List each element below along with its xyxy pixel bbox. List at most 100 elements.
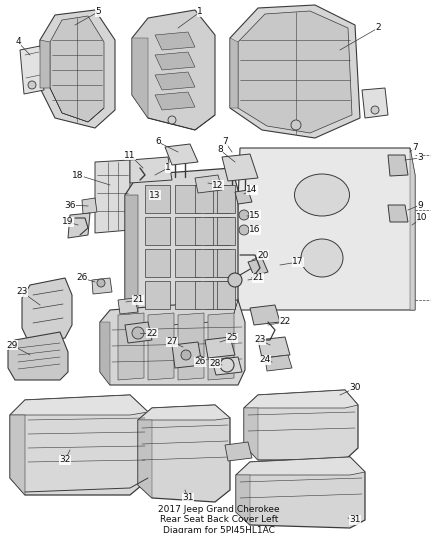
Circle shape <box>168 116 176 124</box>
Polygon shape <box>195 185 213 213</box>
Polygon shape <box>132 10 215 130</box>
Polygon shape <box>388 155 408 176</box>
Ellipse shape <box>301 239 343 277</box>
Polygon shape <box>244 408 258 460</box>
Polygon shape <box>138 300 238 328</box>
Text: 10: 10 <box>416 214 428 222</box>
Polygon shape <box>195 175 222 193</box>
Text: 18: 18 <box>72 171 84 180</box>
Text: 19: 19 <box>62 217 74 227</box>
Text: 11: 11 <box>124 150 136 159</box>
Text: 36: 36 <box>64 200 76 209</box>
Polygon shape <box>230 38 238 108</box>
Polygon shape <box>20 46 44 94</box>
Polygon shape <box>172 342 202 368</box>
Circle shape <box>97 279 105 287</box>
Text: 31: 31 <box>182 494 194 503</box>
Circle shape <box>239 210 249 220</box>
Polygon shape <box>248 258 268 276</box>
Text: 30: 30 <box>349 384 361 392</box>
Text: 16: 16 <box>249 225 261 235</box>
Text: 6: 6 <box>155 138 161 147</box>
Ellipse shape <box>294 174 350 216</box>
Polygon shape <box>195 249 213 277</box>
Polygon shape <box>100 300 245 385</box>
Polygon shape <box>175 281 200 309</box>
Text: 4: 4 <box>15 37 21 46</box>
Polygon shape <box>217 281 235 309</box>
Polygon shape <box>235 148 415 310</box>
Polygon shape <box>244 390 358 408</box>
Polygon shape <box>265 355 292 371</box>
Polygon shape <box>217 217 235 245</box>
Polygon shape <box>225 442 252 461</box>
Text: 8: 8 <box>217 146 223 155</box>
Polygon shape <box>205 185 230 213</box>
Text: 26: 26 <box>76 273 88 282</box>
Polygon shape <box>235 190 252 204</box>
Polygon shape <box>217 249 235 277</box>
Polygon shape <box>95 160 130 233</box>
Polygon shape <box>155 72 195 90</box>
Text: 2017 Jeep Grand Cherokee
Rear Seat Back Cover Left
Diagram for 5PJ45HL1AC: 2017 Jeep Grand Cherokee Rear Seat Back … <box>158 505 280 533</box>
Text: 31: 31 <box>349 515 361 524</box>
Text: 15: 15 <box>249 211 261 220</box>
Polygon shape <box>10 415 25 495</box>
Text: 7: 7 <box>222 138 228 147</box>
Text: 22: 22 <box>279 318 291 327</box>
Text: 32: 32 <box>59 456 71 464</box>
Polygon shape <box>205 249 230 277</box>
Text: 2: 2 <box>375 23 381 33</box>
Polygon shape <box>148 313 174 380</box>
Polygon shape <box>130 157 172 183</box>
Polygon shape <box>22 278 72 345</box>
Text: 7: 7 <box>412 143 418 152</box>
Text: 29: 29 <box>6 341 18 350</box>
Polygon shape <box>258 337 290 358</box>
Polygon shape <box>8 332 68 380</box>
Polygon shape <box>165 144 198 165</box>
Polygon shape <box>244 390 358 460</box>
Circle shape <box>196 356 204 364</box>
Text: 1: 1 <box>165 164 171 173</box>
Polygon shape <box>208 313 234 380</box>
Polygon shape <box>205 337 235 358</box>
Text: 20: 20 <box>257 251 268 260</box>
Polygon shape <box>205 217 230 245</box>
Text: 13: 13 <box>149 190 161 199</box>
Circle shape <box>228 273 242 287</box>
Polygon shape <box>92 278 112 294</box>
Polygon shape <box>178 313 204 380</box>
Text: 23: 23 <box>16 287 28 296</box>
Polygon shape <box>236 457 365 528</box>
Polygon shape <box>138 405 230 502</box>
Polygon shape <box>100 322 110 385</box>
Polygon shape <box>388 205 408 222</box>
Polygon shape <box>145 185 170 213</box>
Polygon shape <box>175 249 200 277</box>
Text: 26: 26 <box>194 358 206 367</box>
Polygon shape <box>40 40 50 88</box>
Polygon shape <box>155 32 195 50</box>
Polygon shape <box>50 16 104 122</box>
Polygon shape <box>50 88 104 122</box>
Polygon shape <box>68 213 90 238</box>
Polygon shape <box>82 198 97 214</box>
Polygon shape <box>125 322 152 343</box>
Circle shape <box>132 327 144 339</box>
Polygon shape <box>238 11 352 133</box>
Text: 9: 9 <box>417 200 423 209</box>
Polygon shape <box>155 52 195 70</box>
Polygon shape <box>362 88 388 118</box>
Polygon shape <box>230 5 360 138</box>
Text: 28: 28 <box>209 359 221 367</box>
Polygon shape <box>250 305 280 325</box>
Polygon shape <box>145 249 170 277</box>
Polygon shape <box>236 475 250 525</box>
Polygon shape <box>212 357 242 375</box>
Polygon shape <box>118 298 138 314</box>
Polygon shape <box>138 420 152 498</box>
Polygon shape <box>10 395 148 495</box>
Text: 21: 21 <box>132 295 144 304</box>
Polygon shape <box>175 217 200 245</box>
